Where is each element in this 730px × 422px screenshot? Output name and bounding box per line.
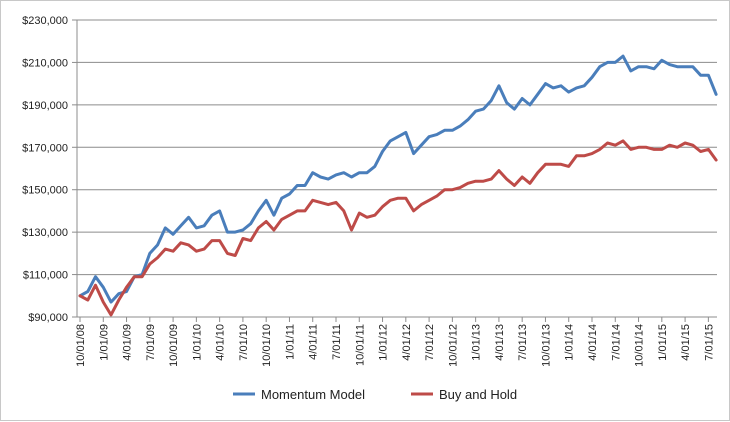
x-tick-label: 10/01/13: [540, 324, 552, 367]
x-tick-label: 10/01/08: [75, 324, 87, 367]
x-axis-tick-labels: 10/01/08 1/01/09 4/01/09 7/01/09 10/01/09 1/0…: [75, 324, 715, 367]
x-tick-label: 4/01/14: [587, 324, 599, 361]
y-tick-label: $130,000: [22, 227, 68, 239]
y-tick-label: $90,000: [28, 312, 68, 324]
y-axis-tick-labels: $90,000 $110,000 $130,000 $150,000 $170,000 $…: [22, 15, 68, 324]
x-tick-label: 10/01/10: [261, 324, 273, 367]
x-tick-label: 10/01/12: [447, 324, 459, 367]
legend-label: Momentum Model: [261, 387, 365, 402]
x-tick-label: 4/01/10: [215, 324, 227, 361]
x-tick-label: 7/01/14: [610, 324, 622, 361]
x-tick-label: 7/01/13: [517, 324, 529, 361]
x-tick-label: 4/01/15: [680, 324, 692, 361]
y-tick-label: $230,000: [22, 15, 68, 27]
axes: [72, 19, 717, 322]
y-tick-label: $150,000: [22, 185, 68, 197]
x-tick-label: 7/01/15: [703, 324, 715, 361]
y-tick-label: $170,000: [22, 142, 68, 154]
x-tick-label: 1/01/13: [471, 324, 483, 361]
x-tick-label: 7/01/09: [145, 324, 157, 361]
x-tick-label: 4/01/11: [308, 324, 320, 360]
series-line-momentum-model: [78, 54, 718, 304]
y-tick-label: $110,000: [23, 270, 68, 282]
gridlines: [77, 19, 717, 276]
x-tick-label: 7/01/11: [331, 324, 343, 360]
x-tick-label: 1/01/09: [98, 324, 110, 361]
x-tick-label: 10/01/09: [168, 324, 180, 367]
x-tick-label: 1/01/15: [657, 324, 669, 361]
series-lines: [78, 54, 718, 317]
y-tick-label: $190,000: [22, 100, 68, 112]
x-tick-label: 10/01/11: [354, 324, 366, 366]
x-tick-label: 10/01/14: [634, 324, 646, 367]
x-tick-label: 4/01/13: [494, 324, 506, 361]
series-line-buy-and-hold: [78, 139, 718, 317]
x-tick-label: 1/01/14: [564, 324, 576, 361]
x-tick-label: 7/01/12: [424, 324, 436, 361]
x-tick-label: 4/01/12: [401, 324, 413, 361]
legend: Momentum Model Buy and Hold: [233, 387, 517, 402]
y-tick-label: $210,000: [22, 57, 68, 69]
x-tick-label: 1/01/11: [284, 324, 296, 360]
x-tick-label: 7/01/10: [238, 324, 250, 361]
legend-label: Buy and Hold: [439, 387, 517, 402]
x-tick-label: 4/01/09: [122, 324, 134, 361]
x-tick-label: 1/01/10: [191, 324, 203, 361]
x-tick-label: 1/01/12: [378, 324, 390, 361]
